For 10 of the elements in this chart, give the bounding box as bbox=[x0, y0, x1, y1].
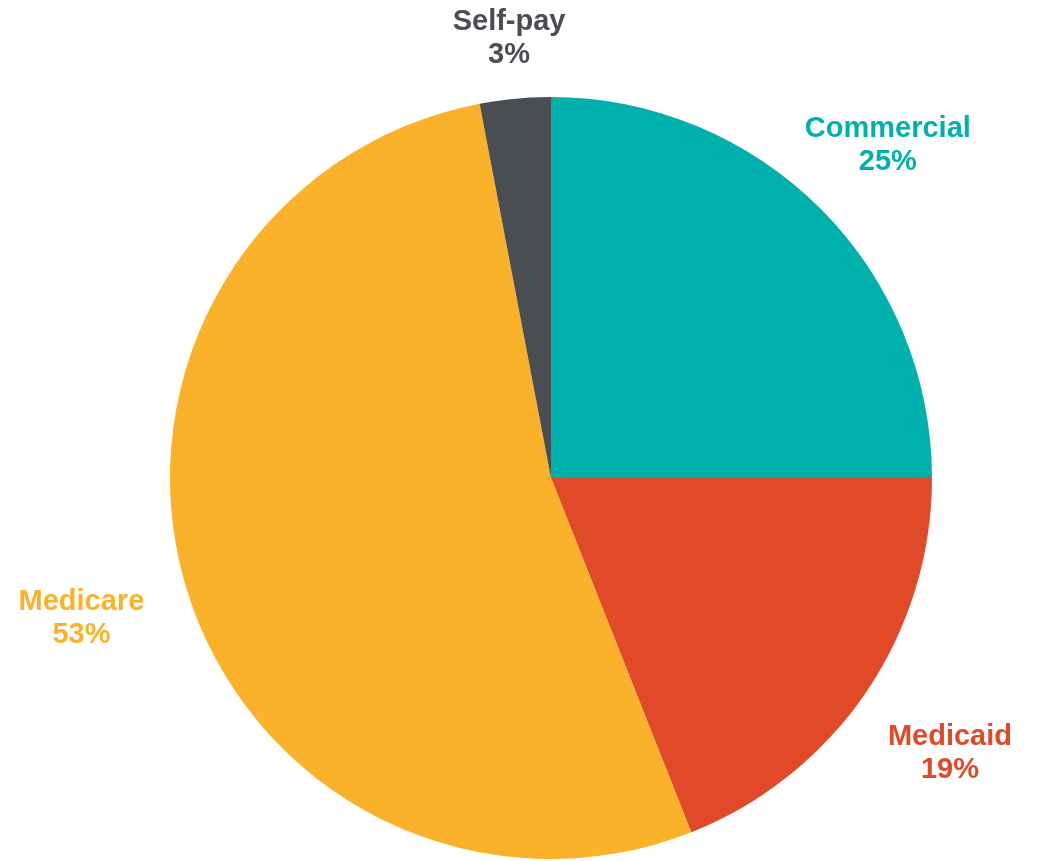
slice-label: Medicare bbox=[18, 584, 145, 617]
slice-label: Medicaid bbox=[887, 718, 1012, 751]
slice-label: Commercial bbox=[804, 110, 971, 143]
pie-slice bbox=[479, 97, 551, 478]
data-label: 19% bbox=[920, 752, 980, 785]
data-label: 53% bbox=[52, 617, 111, 650]
data-label: 3% bbox=[488, 37, 531, 70]
pie-slice bbox=[170, 103, 692, 859]
data-label: 25% bbox=[858, 144, 918, 177]
slice-label: Self-pay bbox=[452, 3, 566, 36]
